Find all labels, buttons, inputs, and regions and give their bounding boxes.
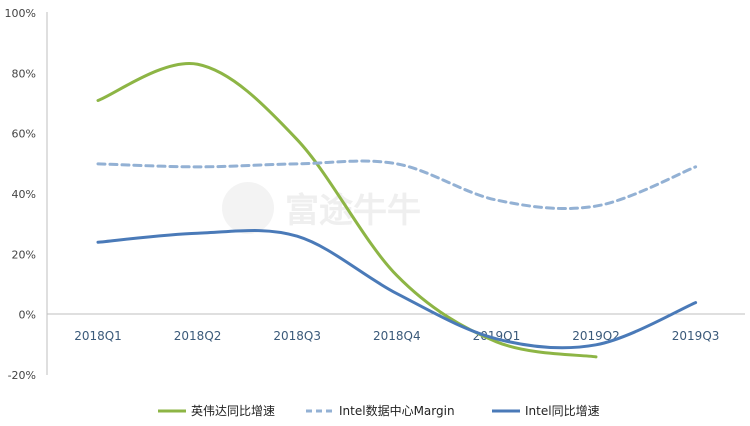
series-line-nvidia-yoy-growth (96, 62, 598, 359)
y-tick-label: 60% (12, 128, 36, 141)
legend-label: 英伟达同比增速 (191, 404, 275, 418)
watermark: 富途牛牛 (222, 182, 421, 234)
watermark-logo-icon (222, 182, 274, 234)
series-line-intel-datacenter-margin (96, 159, 698, 211)
series-lines (96, 62, 698, 359)
y-axis-ticks: 100% 80% 60% 40% 20% 0% -20% (5, 7, 36, 382)
x-tick-label: 2018Q1 (74, 329, 122, 343)
x-tick-label: 2019Q2 (572, 329, 620, 343)
legend: 英伟达同比增速 Intel数据中心Margin Intel同比增速 (158, 403, 600, 418)
x-axis-ticks: 2018Q1 2018Q2 2018Q3 2018Q4 2019Q1 2019Q2 2019… (74, 329, 719, 343)
x-tick-label: 2018Q2 (174, 329, 222, 343)
y-tick-label: 20% (12, 248, 36, 261)
legend-label: Intel数据中心Margin (339, 403, 455, 418)
watermark-text: 富途牛牛 (285, 191, 421, 231)
x-tick-label: 2019Q3 (672, 329, 720, 343)
x-tick-label: 2019Q1 (473, 329, 521, 343)
y-tick-label: 0% (19, 309, 36, 322)
y-tick-label: 80% (12, 67, 36, 80)
series-line-intel-yoy-growth (96, 229, 698, 350)
y-tick-label: 40% (12, 188, 36, 201)
x-tick-label: 2018Q4 (373, 329, 421, 343)
y-tick-label: -20% (8, 369, 36, 382)
x-tick-label: 2018Q3 (273, 329, 321, 343)
legend-label: Intel同比增速 (525, 404, 600, 418)
y-tick-label: 100% (5, 7, 36, 20)
